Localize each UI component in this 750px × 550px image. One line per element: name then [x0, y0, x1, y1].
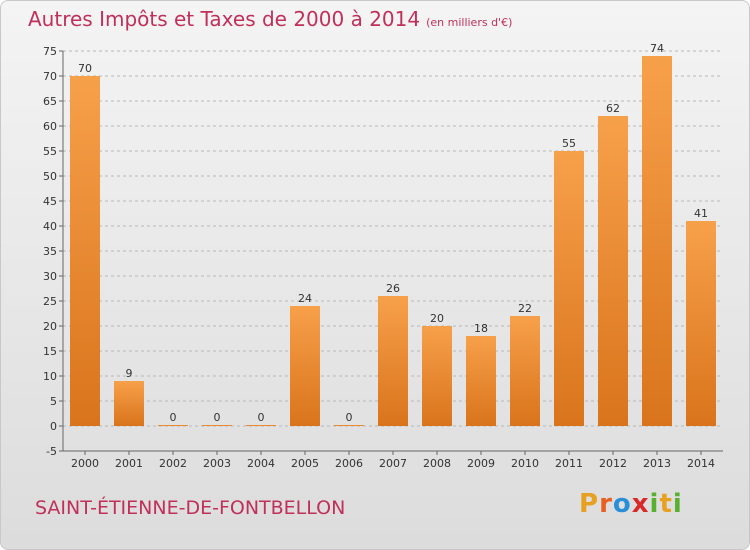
- x-tick-label: 2002: [159, 457, 187, 470]
- x-tick-label: 2009: [467, 457, 495, 470]
- proxiti-logo: Proxiti: [579, 489, 683, 519]
- data-label: 74: [650, 42, 664, 55]
- y-tick-label: 70: [43, 70, 57, 83]
- logo-letter: i: [649, 489, 660, 519]
- bar: [202, 425, 232, 426]
- chart-title: Autres Impôts et Taxes de 2000 à 2014 (en…: [28, 7, 512, 31]
- y-tick-label: 60: [43, 120, 57, 133]
- x-tick-label: 2011: [555, 457, 583, 470]
- data-label: 62: [606, 102, 620, 115]
- y-tick-label: 25: [43, 295, 57, 308]
- y-tick-label: 40: [43, 220, 57, 233]
- logo-letter: P: [579, 489, 600, 519]
- y-tick-label: 5: [50, 395, 57, 408]
- y-tick-label: 10: [43, 370, 57, 383]
- data-label: 0: [258, 411, 265, 424]
- chart-subtitle: (en milliers d'€): [426, 16, 513, 29]
- y-tick-label: 35: [43, 245, 57, 258]
- data-label: 18: [474, 322, 488, 335]
- data-label: 22: [518, 302, 532, 315]
- data-label: 0: [346, 411, 353, 424]
- data-label: 0: [214, 411, 221, 424]
- y-tick-label: 45: [43, 195, 57, 208]
- logo-letter: i: [672, 489, 683, 519]
- y-tick-label: 20: [43, 320, 57, 333]
- bar: [158, 425, 188, 426]
- x-tick-label: 2007: [379, 457, 407, 470]
- x-tick-label: 2013: [643, 457, 671, 470]
- bar: [686, 221, 716, 426]
- logo-letter: r: [599, 489, 613, 519]
- bar: [70, 76, 100, 426]
- data-label: 20: [430, 312, 444, 325]
- data-label: 0: [170, 411, 177, 424]
- x-tick-label: 2003: [203, 457, 231, 470]
- bar: [290, 306, 320, 426]
- bar: [378, 296, 408, 426]
- bar: [642, 56, 672, 426]
- logo-letter: o: [612, 489, 632, 519]
- bar: [246, 425, 276, 426]
- bar: [114, 381, 144, 426]
- x-tick-label: 2000: [71, 457, 99, 470]
- data-label: 55: [562, 137, 576, 150]
- x-tick-label: 2012: [599, 457, 627, 470]
- data-label: 41: [694, 207, 708, 220]
- y-tick-label: 75: [43, 45, 57, 58]
- data-label: 24: [298, 292, 312, 305]
- labels: -505101520253035404550556065707570200092…: [43, 42, 715, 470]
- y-tick-label: 15: [43, 345, 57, 358]
- x-tick-label: 2001: [115, 457, 143, 470]
- logo-letter: t: [659, 489, 673, 519]
- commune-name: SAINT-ÉTIENNE-DE-FONTBELLON: [35, 497, 346, 519]
- chart-title-text: Autres Impôts et Taxes de 2000 à 2014: [28, 7, 421, 31]
- y-tick-label: -5: [46, 445, 57, 458]
- x-tick-label: 2008: [423, 457, 451, 470]
- bars: [70, 56, 716, 426]
- y-tick-label: 0: [50, 420, 57, 433]
- bar: [554, 151, 584, 426]
- bar: [510, 316, 540, 426]
- y-tick-label: 50: [43, 170, 57, 183]
- data-label: 26: [386, 282, 400, 295]
- x-tick-label: 2005: [291, 457, 319, 470]
- bar: [422, 326, 452, 426]
- y-tick-label: 30: [43, 270, 57, 283]
- axes: [59, 50, 723, 455]
- y-tick-label: 55: [43, 145, 57, 158]
- x-tick-label: 2004: [247, 457, 275, 470]
- data-label: 70: [78, 62, 92, 75]
- bar: [598, 116, 628, 426]
- y-tick-label: 65: [43, 95, 57, 108]
- x-tick-label: 2006: [335, 457, 363, 470]
- logo-letter: x: [631, 489, 650, 519]
- x-tick-label: 2010: [511, 457, 539, 470]
- bar: [466, 336, 496, 426]
- bar: [334, 425, 364, 426]
- x-tick-label: 2014: [687, 457, 715, 470]
- data-label: 9: [126, 367, 133, 380]
